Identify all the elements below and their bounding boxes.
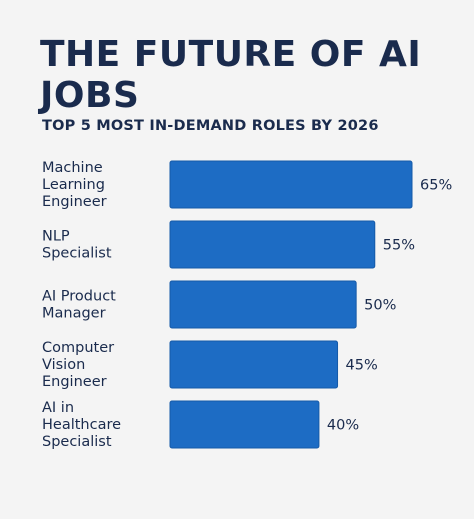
category-label-1: NLP Specialist (42, 229, 112, 262)
bar-2 (169, 280, 357, 329)
value-label-2: 50% (364, 298, 396, 314)
category-label-line: AI in (42, 400, 74, 416)
value-label-1: 55% (383, 238, 415, 254)
category-label-line: Engineer (42, 194, 107, 210)
category-label-2: AI Product Manager (42, 289, 116, 322)
value-label-4: 40% (327, 418, 359, 434)
value-label-3: 45% (346, 358, 378, 374)
category-label-line: Machine (42, 160, 103, 176)
bar-0 (169, 160, 413, 209)
bar-3 (169, 340, 339, 389)
category-label-0: Machine Learning Engineer (42, 160, 107, 210)
page-title: THE FUTURE OF AI JOBS (40, 34, 422, 116)
category-label-line: AI Product (42, 289, 116, 305)
value-label-0: 65% (420, 178, 452, 194)
category-label-line: Specialist (42, 434, 112, 450)
category-label-line: Healthcare (42, 417, 121, 433)
bar-1 (169, 220, 376, 269)
page-subtitle: TOP 5 MOST IN-DEMAND ROLES BY 2026 (42, 118, 379, 134)
category-label-line: Computer (42, 340, 114, 356)
category-label-line: Engineer (42, 374, 107, 390)
bar-4 (169, 400, 320, 449)
category-label-line: Learning (42, 177, 105, 193)
category-label-line: Vision (42, 357, 85, 373)
category-label-3: Computer Vision Engineer (42, 340, 114, 390)
category-label-line: NLP (42, 229, 70, 245)
category-label-line: Manager (42, 306, 106, 322)
category-label-4: AI in Healthcare Specialist (42, 400, 121, 450)
category-label-line: Specialist (42, 246, 112, 262)
